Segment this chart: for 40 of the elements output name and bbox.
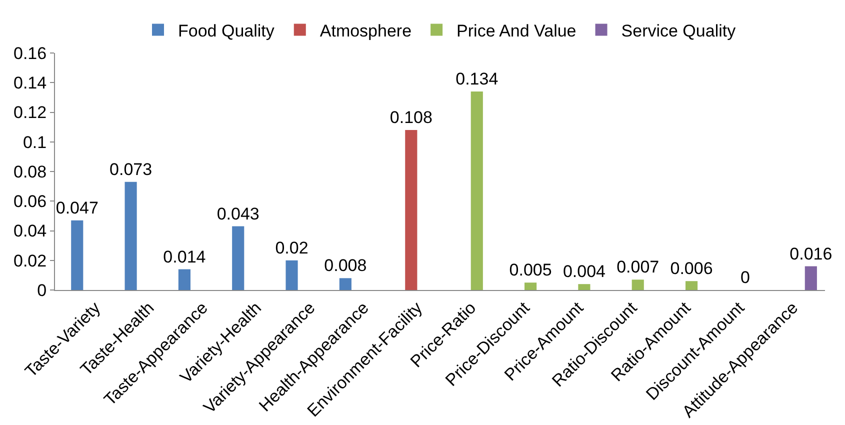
bar: [470, 92, 483, 290]
data-label: 0.007: [616, 258, 660, 277]
bar: [685, 281, 698, 290]
bar: [71, 220, 84, 290]
y-tick-label: 0.16: [14, 44, 47, 63]
bar: [178, 269, 190, 290]
y-tick-label: 0.14: [14, 74, 47, 93]
y-tick-label: 0.12: [14, 103, 47, 122]
data-label: 0.043: [216, 204, 260, 224]
data-label: 0.014: [163, 247, 206, 266]
y-tick-label: 0: [37, 280, 47, 300]
legend-label: Price And Value: [456, 21, 576, 40]
y-tick-label: 0.04: [14, 222, 47, 241]
data-label: 0.016: [790, 244, 832, 264]
bar: [124, 182, 137, 290]
bar: [286, 260, 298, 290]
bar: [405, 130, 418, 290]
bar: [804, 266, 817, 290]
data-label: 0.108: [390, 108, 432, 128]
data-label: 0.005: [509, 260, 552, 280]
legend-label: Food Quality: [178, 21, 275, 40]
data-label: 0.006: [670, 259, 713, 278]
data-label: 0.134: [456, 70, 498, 89]
legend-label: Service Quality: [621, 21, 736, 40]
data-label: 0.008: [324, 256, 367, 276]
data-label: 0.047: [56, 198, 98, 218]
data-label: 0.02: [275, 238, 308, 258]
bar: [232, 226, 244, 290]
bar: [632, 280, 644, 290]
bar: [339, 278, 352, 290]
y-tick-label: 0.08: [14, 162, 47, 182]
legend-label: Atmosphere: [320, 21, 412, 40]
y-tick-label: 0.02: [14, 251, 47, 270]
data-label: 0.073: [110, 160, 152, 179]
data-label: 0.004: [562, 262, 606, 282]
bar: [578, 284, 590, 290]
y-tick-label: 0.06: [14, 192, 47, 212]
bar: [524, 282, 537, 290]
y-tick-label: 0.1: [22, 132, 47, 152]
data-label: 0: [740, 268, 750, 287]
